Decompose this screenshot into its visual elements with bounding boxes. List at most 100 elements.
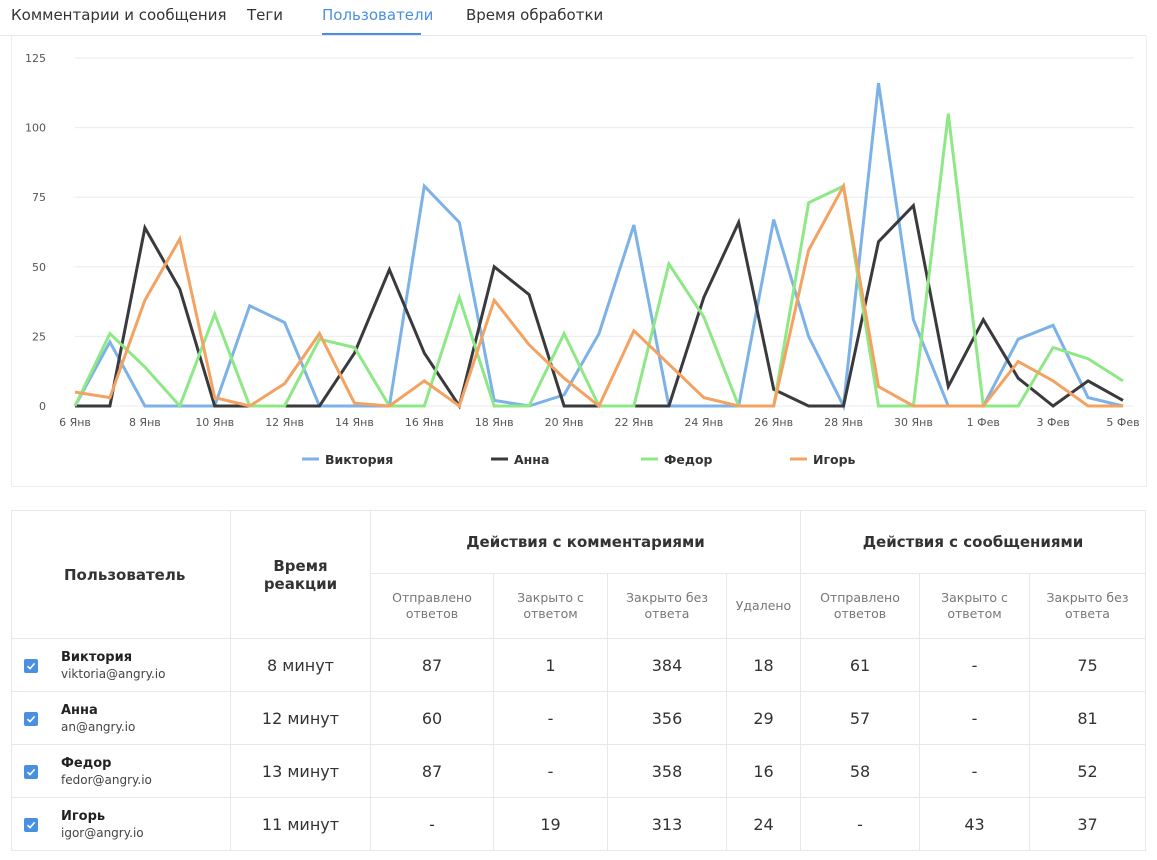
user-name: Федор: [61, 756, 112, 771]
comments-sent: 87: [370, 638, 494, 692]
tab-tags[interactable]: Теги: [247, 6, 284, 24]
header-comments-deleted[interactable]: Удалено: [726, 573, 801, 639]
comments-closed-with-reply: -: [493, 744, 608, 798]
comments-closed-without-reply: 358: [607, 744, 727, 798]
header-reaction-time-label: Время реакции: [263, 556, 338, 593]
header-comments-sent[interactable]: Отправлено ответов: [370, 573, 494, 639]
reaction-time: 13 минут: [230, 744, 371, 798]
header-user[interactable]: Пользователь: [11, 510, 231, 639]
header-messages-closed-without-reply[interactable]: Закрыто без ответа: [1029, 573, 1146, 639]
row-checkbox[interactable]: [24, 818, 38, 832]
x-tick-label: 22 Янв: [615, 416, 654, 429]
comments-deleted: 24: [726, 797, 801, 851]
user-cell: Виктория viktoria@angry.io: [11, 638, 231, 692]
users-stats-table: Пользователь Время реакции Действия с ко…: [11, 510, 1146, 851]
messages-closed-without-reply: 75: [1029, 638, 1146, 692]
messages-closed-with-reply: -: [919, 744, 1030, 798]
comments-sent: 87: [370, 744, 494, 798]
user-email: an@angry.io: [61, 720, 136, 734]
legend-label: Виктория: [325, 452, 393, 467]
comments-deleted: 18: [726, 638, 801, 692]
legend-label: Анна: [514, 452, 549, 467]
comments-closed-without-reply: 313: [607, 797, 727, 851]
x-tick-label: 1 Фев: [967, 416, 1000, 429]
reaction-time: 8 минут: [230, 638, 371, 692]
y-tick-label: 0: [39, 400, 46, 413]
header-reaction-time[interactable]: Время реакции: [230, 510, 371, 639]
series-line: [73, 113, 1124, 409]
check-icon: [26, 768, 36, 776]
legend-label: Игорь: [813, 452, 856, 467]
check-icon: [26, 715, 36, 723]
comments-deleted: 29: [726, 691, 801, 745]
check-icon: [26, 662, 36, 670]
comments-closed-with-reply: -: [493, 691, 608, 745]
header-comments-closed-without-reply[interactable]: Закрыто без ответа: [607, 573, 727, 639]
user-name: Анна: [61, 703, 98, 718]
header-comments-closed-with-reply[interactable]: Закрыто с ответом: [493, 573, 608, 639]
y-tick-label: 50: [32, 261, 46, 274]
check-icon: [26, 821, 36, 829]
messages-closed-without-reply: 37: [1029, 797, 1146, 851]
header-messages-closed-with-reply-label: Закрыто с ответом: [941, 590, 1008, 621]
tab-users[interactable]: Пользователи: [322, 6, 434, 24]
x-tick-label: 14 Янв: [335, 416, 374, 429]
x-tick-label: 28 Янв: [824, 416, 863, 429]
header-comments-deleted-label: Удалено: [735, 598, 792, 613]
tab-bar: Комментарии и сообщения Теги Пользовател…: [0, 0, 1146, 36]
header-messages-closed-with-reply[interactable]: Закрыто с ответом: [919, 573, 1030, 639]
users-line-chart: 0 25 50 75 100 125 6 Янв 8 Янв 10 Янв 12 Янв 14 Ян…: [25, 52, 1140, 467]
messages-closed-with-reply: -: [919, 638, 1030, 692]
x-tick-label: 16 Янв: [405, 416, 444, 429]
y-tick-label: 25: [32, 330, 46, 343]
comments-closed-with-reply: 1: [493, 638, 608, 692]
row-checkbox[interactable]: [24, 659, 38, 673]
series-line: [74, 181, 1123, 409]
comments-closed-without-reply: 356: [607, 691, 727, 745]
y-tick-label: 75: [32, 191, 46, 204]
header-comments-closed-with-reply-label: Закрыто с ответом: [517, 590, 584, 621]
table-row: Федор fedor@angry.io 13 минут 87 - 358 1…: [11, 744, 1146, 798]
header-comments-group: Действия с комментариями: [370, 510, 801, 574]
x-tick-label: 10 Янв: [195, 416, 234, 429]
x-tick-label: 18 Янв: [475, 416, 514, 429]
tab-comments-messages[interactable]: Комментарии и сообщения: [11, 6, 227, 24]
x-tick-label: 20 Янв: [545, 416, 584, 429]
table-row: Виктория viktoria@angry.io 8 минут 87 1 …: [11, 638, 1146, 692]
x-tick-label: 12 Янв: [265, 416, 304, 429]
user-email: fedor@angry.io: [61, 773, 152, 787]
y-tick-label: 125: [25, 52, 46, 65]
messages-closed-without-reply: 81: [1029, 691, 1146, 745]
messages-sent: 61: [800, 638, 920, 692]
tab-processing-time[interactable]: Время обработки: [466, 6, 604, 24]
series-line: [75, 202, 1124, 410]
x-tick-label: 3 Фев: [1037, 416, 1070, 429]
comments-sent: -: [370, 797, 494, 851]
active-tab-indicator: [322, 33, 421, 35]
x-tick-label: 6 Янв: [59, 416, 91, 429]
x-tick-label: 26 Янв: [754, 416, 793, 429]
y-tick-label: 100: [25, 122, 46, 135]
messages-closed-with-reply: -: [919, 691, 1030, 745]
legend-label: Федор: [664, 452, 713, 467]
row-checkbox[interactable]: [24, 765, 38, 779]
messages-closed-without-reply: 52: [1029, 744, 1146, 798]
header-messages-group: Действия с сообщениями: [800, 510, 1146, 574]
header-messages-sent[interactable]: Отправлено ответов: [800, 573, 920, 639]
user-cell: Игорь igor@angry.io: [11, 797, 231, 851]
row-checkbox[interactable]: [24, 712, 38, 726]
table-row: Игорь igor@angry.io 11 минут - 19 313 24…: [11, 797, 1146, 851]
messages-sent: -: [800, 797, 920, 851]
comments-deleted: 16: [726, 744, 801, 798]
header-comments-sent-label: Отправлено ответов: [392, 590, 472, 621]
user-email: igor@angry.io: [61, 826, 144, 840]
comments-sent: 60: [370, 691, 494, 745]
header-comments-closed-without-reply-label: Закрыто без ответа: [626, 590, 708, 621]
user-email: viktoria@angry.io: [61, 667, 166, 681]
header-messages-sent-label: Отправлено ответов: [820, 590, 900, 621]
reaction-time: 11 минут: [230, 797, 371, 851]
chart-panel: 0 25 50 75 100 125 6 Янв 8 Янв 10 Янв 12 Янв 14 Ян…: [11, 36, 1147, 487]
table-row: Анна an@angry.io 12 минут 60 - 356 29 57…: [11, 691, 1146, 745]
user-cell: Анна an@angry.io: [11, 691, 231, 745]
comments-closed-without-reply: 384: [607, 638, 727, 692]
